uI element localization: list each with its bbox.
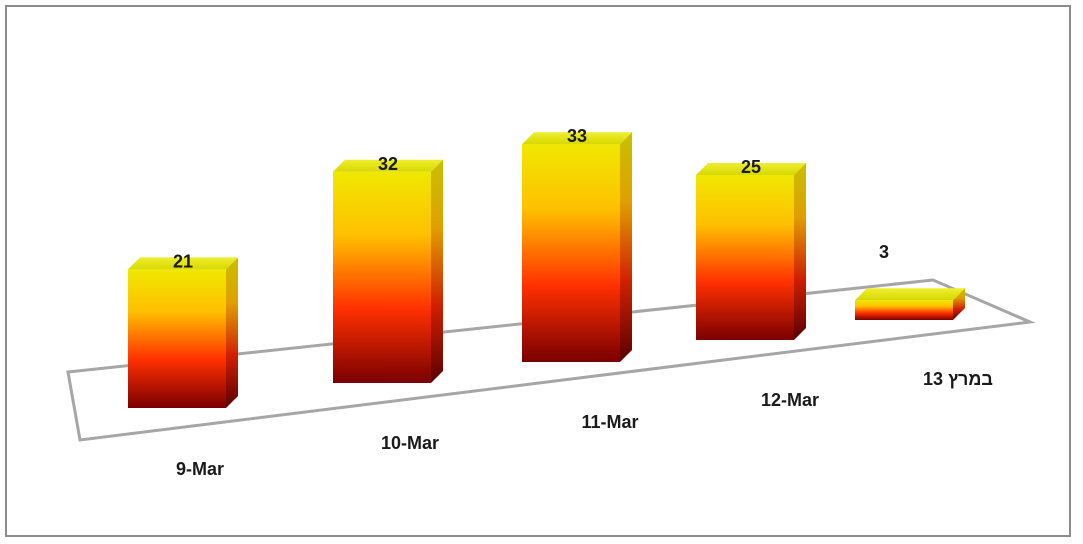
value-label-5: 3 [879, 242, 889, 262]
bar-front [333, 171, 431, 383]
bar-front [855, 300, 953, 320]
bar-1 [128, 257, 238, 408]
bar-front [522, 144, 620, 362]
bar-side [953, 288, 965, 320]
bar-3 [522, 132, 632, 362]
bar-side [431, 159, 443, 383]
category-labels-group: 9-Mar 10-Mar 11-Mar 12-Mar 13 במרץ [176, 369, 993, 479]
category-label-1: 9-Mar [176, 459, 224, 479]
bar-side [794, 163, 806, 340]
category-label-2: 10-Mar [381, 433, 439, 453]
bar-top [333, 159, 443, 172]
category-label-4: 12-Mar [761, 390, 819, 410]
bar-2 [333, 159, 443, 383]
category-label-3: 11-Mar [581, 412, 638, 432]
bar-side [620, 132, 632, 362]
bar-top [128, 257, 238, 270]
bar-front [128, 269, 226, 408]
bar-top [522, 132, 632, 145]
value-label-4: 25 [741, 157, 761, 177]
bar-5 [855, 288, 965, 320]
value-label-3: 33 [567, 126, 587, 146]
bar-4 [696, 163, 806, 340]
bar-top [855, 288, 965, 301]
bar-top [696, 163, 806, 175]
value-label-1: 21 [173, 251, 193, 271]
bars-group [128, 132, 965, 408]
value-label-2: 32 [378, 154, 398, 174]
category-label-5: 13 במרץ [923, 369, 993, 389]
bar-side [226, 257, 238, 408]
value-labels-group: 21 32 33 25 3 [173, 126, 889, 271]
bar-front [696, 175, 794, 340]
chart-floor [66, 278, 1036, 442]
